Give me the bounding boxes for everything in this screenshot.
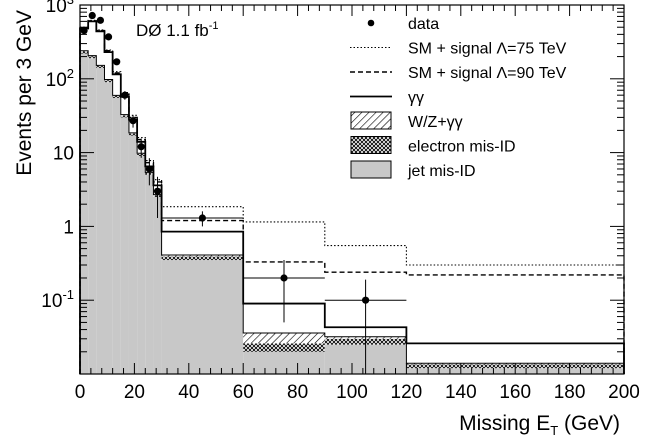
- x-tick-label: 140: [445, 382, 477, 403]
- data-point: [88, 11, 96, 20]
- data-point: [362, 296, 370, 304]
- bar-jet-misid: [96, 68, 105, 375]
- x-tick-label: 80: [287, 382, 308, 403]
- x-tick-label: 40: [178, 382, 199, 403]
- legend-swatch: [350, 160, 392, 179]
- legend: data SM + signal Λ=75 TeV SM + signal Λ=90…: [350, 16, 567, 180]
- y-tick-label: 10-1: [41, 287, 74, 312]
- data-point: [129, 117, 137, 125]
- data-point: [104, 33, 113, 41]
- legend-swatch: [350, 111, 392, 130]
- data-point: [153, 187, 162, 195]
- bar-electron-misid: [128, 133, 138, 136]
- y-axis: 10310210110-1: [41, 0, 624, 375]
- legend-label: SM + signal Λ=90 TeV: [408, 65, 567, 82]
- x-tick-label: 160: [499, 382, 531, 403]
- x-tick-label: 180: [554, 382, 586, 403]
- x-tick-label: 120: [391, 382, 423, 403]
- histogram-stack: [79, 50, 625, 375]
- data-point: [80, 26, 88, 35]
- legend-marker-data: [367, 19, 375, 27]
- stack-outline: [79, 50, 625, 374]
- x-tick-label: 60: [233, 382, 254, 403]
- bar-jet-misid: [120, 117, 129, 374]
- data-point: [145, 165, 153, 173]
- y-tick-label: 1: [63, 217, 74, 238]
- data-point: [198, 214, 206, 222]
- y-tick-label: 103: [46, 0, 74, 17]
- y-tick-label: 102: [46, 66, 74, 91]
- bar-jet-misid: [137, 155, 146, 374]
- legend-label: electron mis-ID: [408, 139, 516, 156]
- bar-jet-misid: [104, 82, 113, 374]
- bar-wz-gg: [161, 254, 244, 257]
- bar-electron-misid: [243, 343, 325, 352]
- data-point: [137, 143, 145, 151]
- bar-electron-misid: [112, 95, 121, 98]
- bar-jet-misid: [80, 53, 89, 374]
- x-tick-label: 100: [336, 382, 368, 403]
- bar-electron-misid: [161, 256, 244, 261]
- bar-jet-misid: [243, 351, 325, 374]
- legend-label: W/Z+γγ: [408, 114, 463, 131]
- bar-jet-misid: [161, 260, 244, 374]
- x-tick-label: 0: [75, 382, 86, 403]
- data-point: [113, 58, 121, 66]
- bar-jet-misid: [145, 174, 154, 374]
- x-axis: 0 20 40 60 80 100 120 140 160 180 200: [75, 5, 640, 403]
- legend-label: jet mis-ID: [407, 163, 476, 180]
- legend-swatch: [350, 136, 392, 154]
- legend-label: SM + signal Λ=75 TeV: [408, 41, 567, 58]
- bar-jet-misid: [88, 58, 97, 374]
- y-tick-label: 10: [53, 144, 74, 165]
- data-points: [80, 11, 407, 374]
- bar-electron-misid: [96, 66, 105, 69]
- bar-electron-misid: [80, 51, 89, 54]
- bar-wz-gg: [243, 332, 325, 344]
- histogram-lines: [79, 19, 625, 374]
- bar-jet-misid: [153, 197, 162, 374]
- data-point: [280, 274, 288, 282]
- legend-label: data: [408, 16, 439, 33]
- bar-jet-misid: [128, 135, 138, 374]
- data-point: [96, 16, 104, 24]
- x-axis-label: Missing ET (GeV): [459, 412, 620, 438]
- bar-jet-misid: [112, 97, 121, 374]
- legend-label: γγ: [408, 90, 424, 107]
- x-tick-label: 20: [124, 382, 145, 403]
- data-point: [121, 91, 129, 99]
- x-tick-label: 200: [608, 382, 640, 403]
- bar-electron-misid: [88, 56, 97, 59]
- experiment-label: DØ 1.1 fb-1: [136, 20, 219, 40]
- bar-electron-misid: [120, 115, 129, 118]
- bar-electron-misid: [104, 80, 113, 83]
- y-axis-label: Events per 3 GeV: [13, 10, 36, 176]
